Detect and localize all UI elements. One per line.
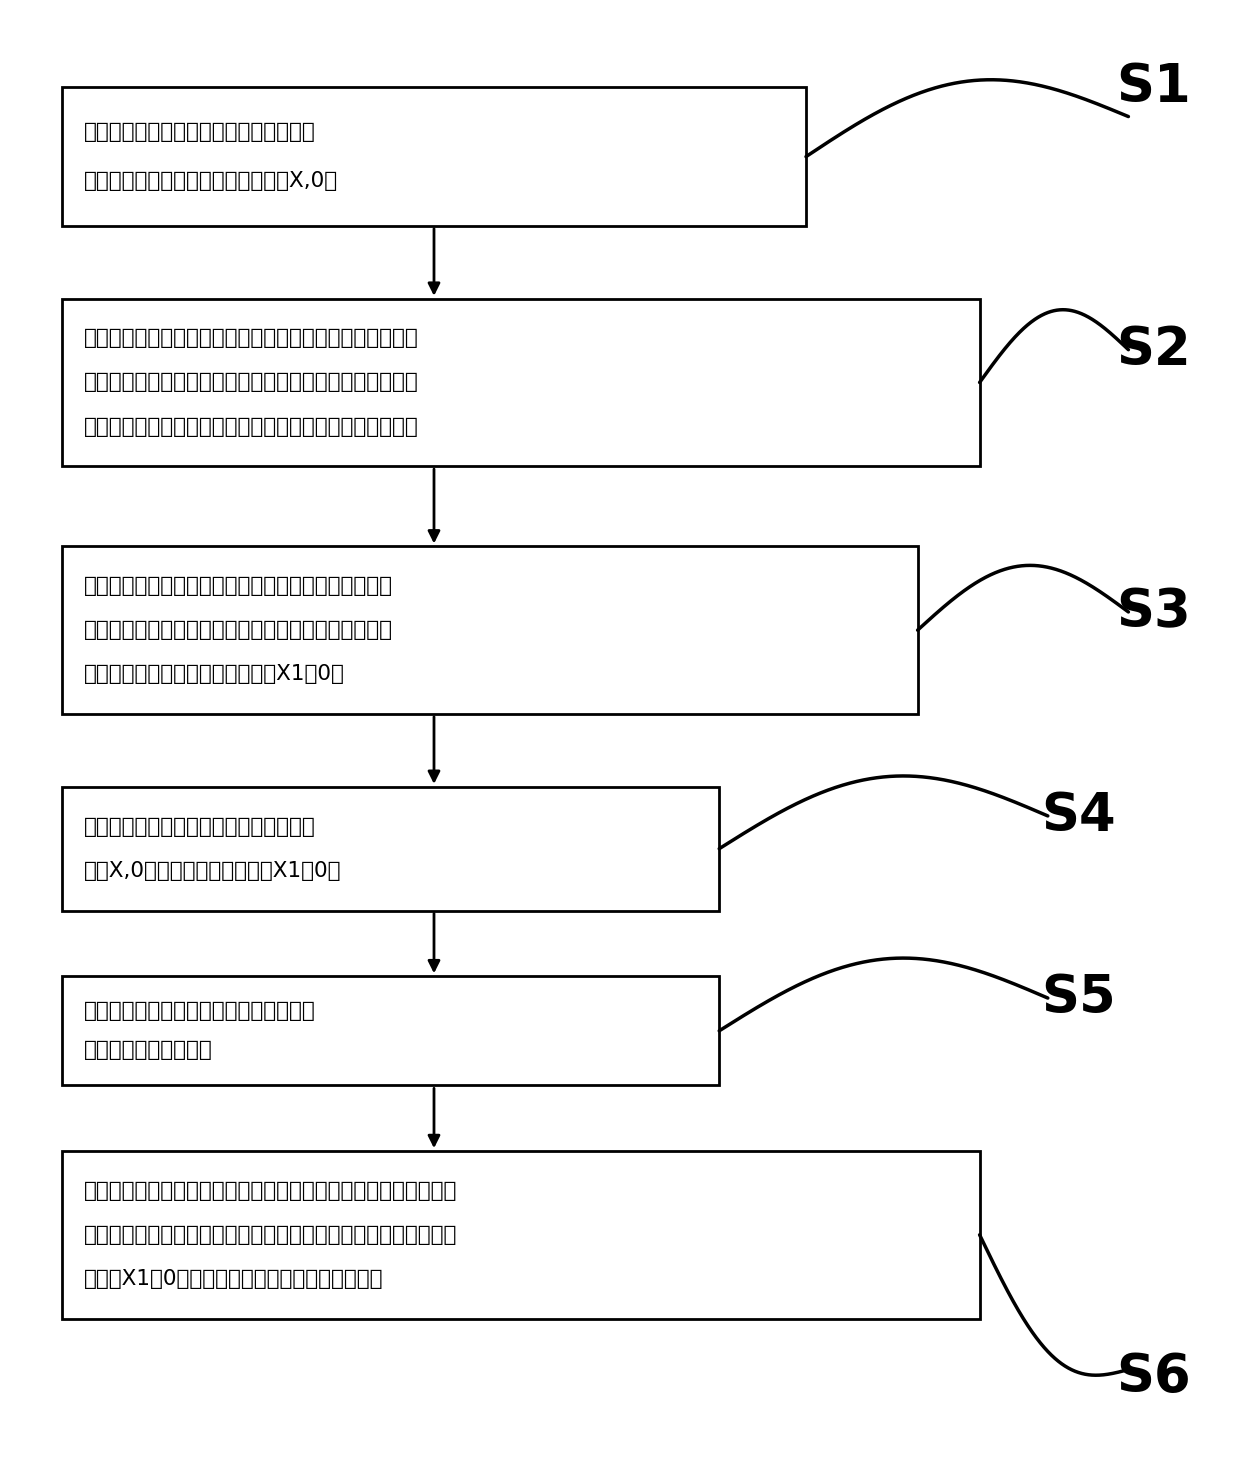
Text: 提供了一个存储模块，用于储存上述坐标: 提供了一个存储模块，用于储存上述坐标 — [84, 816, 316, 836]
Bar — [62, 299, 980, 466]
Text: 提供了一个断点复位模块，用于待重新整理好布料或重新上料以及: 提供了一个断点复位模块，用于待重新整理好布料或重新上料以及 — [84, 1180, 458, 1201]
Text: 提供了一个断点按钮，设置在触摸屏上，: 提供了一个断点按钮，设置在触摸屏上， — [84, 1001, 316, 1021]
Text: S5: S5 — [1042, 972, 1116, 1024]
Text: S1: S1 — [1116, 61, 1190, 114]
Text: 提供了一个确定断点坐标模块，用于接收上述断点脉冲: 提供了一个确定断点坐标模块，用于接收上述断点脉冲 — [84, 576, 393, 596]
Bar — [62, 546, 918, 714]
Bar — [62, 1151, 980, 1319]
Text: 铺布方向上的各处位置建立坐标系（X,0）: 铺布方向上的各处位置建立坐标系（X,0） — [84, 172, 339, 191]
Text: 信号且分析计算出产生断点脉冲信号时所述铺布装置在: 信号且分析计算出产生断点脉冲信号时所述铺布装置在 — [84, 621, 393, 640]
Text: 提供了一个坐标建立模块，用于将布床沿: 提供了一个坐标建立模块，用于将布床沿 — [84, 122, 316, 141]
Text: S3: S3 — [1116, 586, 1190, 638]
Bar — [62, 87, 806, 226]
Text: 料口出料，且当出料口的布料从有到无时输出断点脉冲信号: 料口出料，且当出料口的布料从有到无时输出断点脉冲信号 — [84, 417, 419, 437]
Text: 铺布装置能够在布床上来回移动，用于检测是否有布料从出: 铺布装置能够在布床上来回移动，用于检测是否有布料从出 — [84, 373, 419, 392]
Text: 布床上的位置对应的断点坐标值（X1，0）: 布床上的位置对应的断点坐标值（X1，0） — [84, 664, 345, 685]
Text: 提供了一个断点检测器，安装在铺布装置的出料口处，随着: 提供了一个断点检测器，安装在铺布装置的出料口处，随着 — [84, 328, 419, 348]
Text: S2: S2 — [1116, 323, 1190, 376]
Text: S4: S4 — [1042, 790, 1116, 842]
Text: 按下后，输出复位信号: 按下后，输出复位信号 — [84, 1040, 213, 1061]
Text: 标值（X1，0）所对应的布床上相应位置进行铺布: 标值（X1，0）所对应的布床上相应位置进行铺布 — [84, 1269, 384, 1289]
Bar — [62, 976, 719, 1085]
Text: 重新启动后接收上述复位信号，并控制铺布装置移动到上述断点坐: 重新启动后接收上述复位信号，并控制铺布装置移动到上述断点坐 — [84, 1225, 458, 1244]
Text: S6: S6 — [1116, 1351, 1190, 1403]
Bar — [62, 787, 719, 911]
Text: 系（X,0）信息及断点坐标值（X1，0）: 系（X,0）信息及断点坐标值（X1，0） — [84, 861, 342, 881]
